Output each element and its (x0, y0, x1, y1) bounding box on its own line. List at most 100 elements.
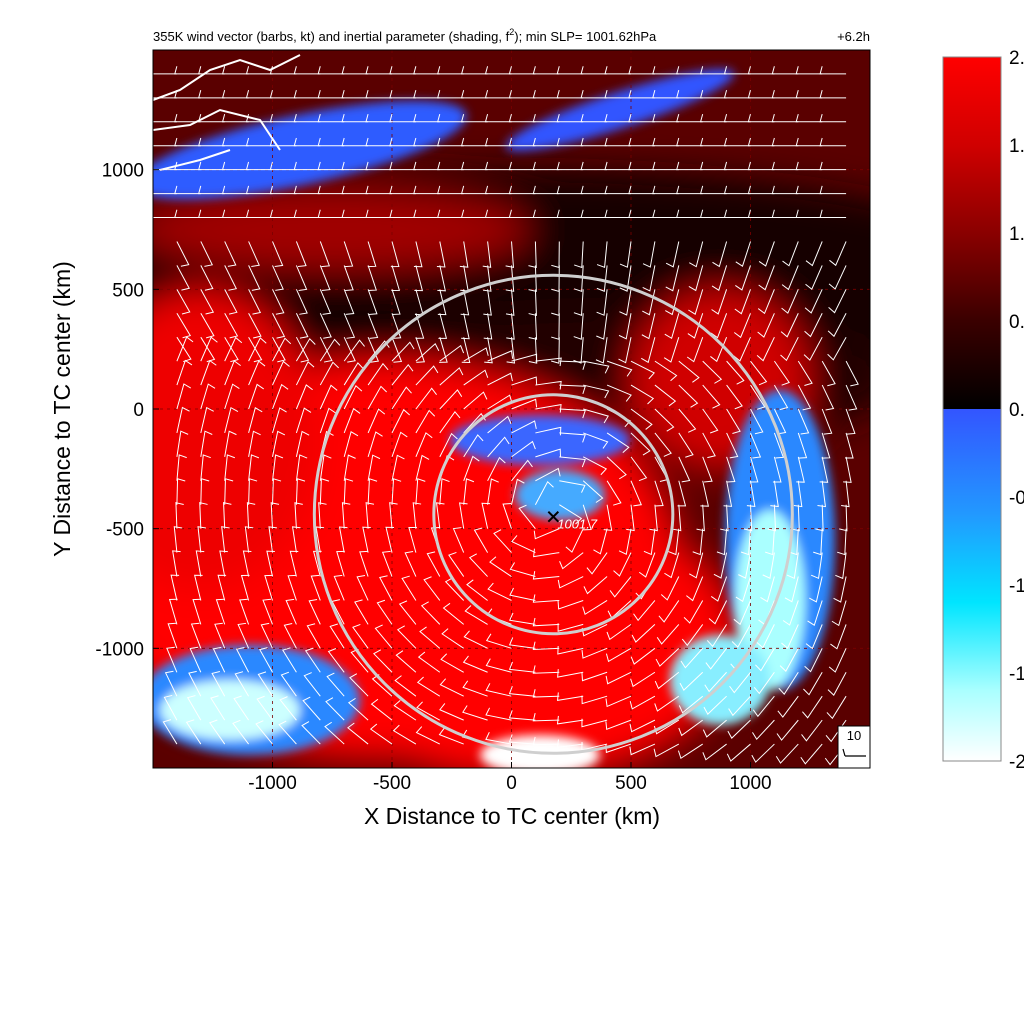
wind-barb (689, 552, 704, 579)
wind-barb (341, 90, 369, 99)
wind-barb (605, 695, 632, 708)
wind-barb (511, 459, 533, 482)
wind-barb (686, 337, 704, 363)
wind-barb (493, 529, 512, 553)
wind-barb (557, 623, 584, 632)
wind-barb (511, 535, 536, 554)
wind-barb (343, 265, 354, 292)
wind-barb (460, 113, 488, 123)
wind-barb (677, 743, 703, 760)
wind-barb (581, 695, 608, 705)
wind-barb (485, 731, 512, 745)
wind-barb (481, 502, 491, 529)
wind-barb (164, 670, 178, 697)
wind-barb (532, 66, 560, 75)
wind-barb (272, 360, 290, 386)
wind-barb (367, 454, 381, 481)
wind-barb (734, 289, 751, 315)
wind-barb (678, 360, 700, 383)
wind-barb (508, 185, 536, 195)
wind-barb (282, 647, 297, 673)
wind-barb (437, 185, 464, 195)
wind-barb (805, 624, 823, 650)
wind-barb (764, 528, 775, 556)
wind-barb (167, 622, 178, 649)
wind-barb (272, 289, 285, 315)
neg-band-north-2 (505, 69, 735, 151)
wind-barb (269, 66, 297, 75)
wind-barb (845, 432, 854, 459)
wind-barb (582, 504, 592, 531)
wind-barb (248, 407, 263, 434)
wind-barb (373, 649, 393, 673)
wind-barb (248, 478, 258, 505)
wind-barb (532, 137, 560, 147)
wind-barb (484, 66, 512, 75)
wind-barb (819, 113, 847, 123)
wind-barb (437, 90, 464, 99)
wind-barb (559, 384, 586, 395)
wind-barb (416, 676, 441, 697)
wind-barb (723, 90, 751, 99)
wind-barb (439, 337, 448, 363)
wind-barb (747, 209, 775, 219)
wind-barb (199, 502, 208, 529)
wind-barb (439, 389, 463, 410)
wind-barb (484, 90, 512, 99)
wind-barb (324, 721, 345, 745)
wind-barb (702, 408, 719, 434)
wind-barb (580, 90, 608, 99)
wind-barb (367, 340, 390, 362)
wind-barb (223, 502, 232, 529)
wind-barb (212, 646, 226, 673)
wind-barb (295, 407, 312, 434)
wind-barb (655, 647, 680, 667)
wind-barb (556, 739, 584, 749)
wind-barb (153, 114, 177, 123)
wind-barb (556, 113, 584, 123)
wind-barb (606, 480, 622, 506)
wind-barb (416, 701, 441, 721)
wind-barb (711, 265, 728, 291)
wind-barb (391, 363, 414, 386)
wind-barb (747, 161, 775, 171)
wind-barb (317, 113, 345, 123)
wind-barb (728, 695, 751, 717)
wind-barb (176, 454, 187, 481)
wind-barb (773, 408, 787, 435)
wind-barb (248, 265, 261, 291)
wind-barb (776, 719, 799, 741)
wind-barb (511, 353, 538, 363)
y-tick-label: 500 (112, 280, 144, 301)
wind-barb (505, 289, 515, 316)
wind-barb (217, 574, 227, 601)
wind-barb (735, 265, 751, 291)
wind-barb (374, 624, 393, 649)
wind-barb (511, 398, 538, 410)
neg-southwest-light (160, 680, 300, 740)
wind-barb (778, 671, 799, 695)
wind-barb (333, 574, 345, 601)
wind-barb (412, 502, 422, 529)
colorbar-tick-label: 0.5 (1009, 312, 1024, 333)
wind-barb (750, 360, 768, 386)
wind-barb (174, 113, 201, 123)
wind-barb (317, 137, 345, 147)
wind-barb (365, 66, 392, 75)
wind-barb (630, 432, 651, 456)
wind-barb (752, 695, 775, 718)
wind-barb (664, 552, 680, 579)
wind-barb (303, 672, 321, 697)
wind-barb (613, 552, 632, 577)
wind-barb (270, 502, 280, 529)
wind-barb (356, 575, 369, 601)
wind-barb (341, 502, 351, 529)
wind-barb (713, 552, 728, 579)
wind-barb (642, 241, 656, 268)
wind-barb (676, 209, 703, 219)
wind-barb (720, 504, 729, 532)
wind-barb (245, 90, 273, 99)
wind-barb (200, 383, 216, 410)
wind-barb (448, 551, 465, 577)
wind-barb (317, 66, 345, 75)
